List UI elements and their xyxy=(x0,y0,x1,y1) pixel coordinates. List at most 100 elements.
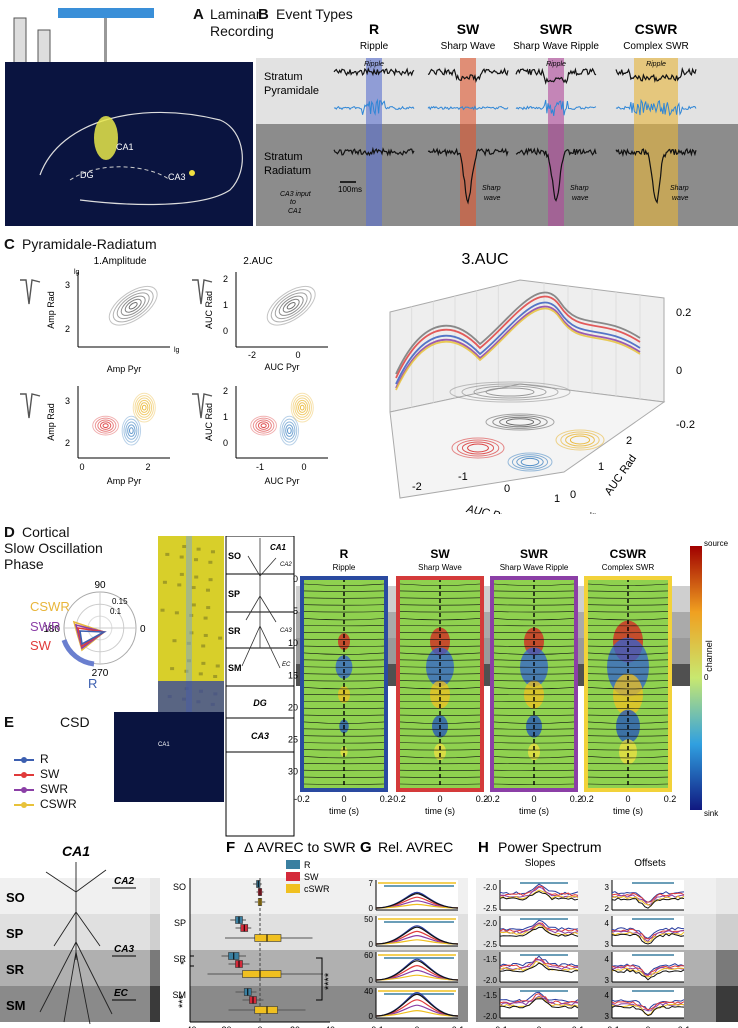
probe-in-histology xyxy=(186,536,192,718)
legend-swatch-CSWR xyxy=(14,801,34,808)
legend-swatch-SW xyxy=(14,771,34,778)
csd-trace-R-7 xyxy=(303,631,385,634)
polar-rose-1 xyxy=(74,623,106,650)
csd-trace-R-15 xyxy=(303,687,385,690)
csd-title-R: R xyxy=(340,547,349,561)
radiatum-trace-SWR xyxy=(515,147,597,202)
h-curve-0-2-0 xyxy=(499,955,579,967)
csd-trace-CSWR-20 xyxy=(587,721,669,724)
csd-trace-SWR-22 xyxy=(493,735,575,737)
channel-tick-1: 5 xyxy=(293,606,298,616)
neuron-layer-SM: SM xyxy=(6,998,26,1013)
g-plot-bg-0 xyxy=(376,880,458,910)
ripple-label-CSWR: Ripple xyxy=(646,61,666,68)
panel-h-title: Power Spectrum xyxy=(498,842,601,855)
csd-time-label-R: time (s) xyxy=(329,806,359,816)
h-curve-1-3-3 xyxy=(611,1003,685,1016)
panel-d-letter: D xyxy=(4,524,15,541)
g-curve-1-4 xyxy=(375,926,459,945)
g-ytick-top-1: 50 xyxy=(364,915,373,924)
auc-ytick-0: 0 xyxy=(223,326,228,336)
label-radiatum: Radiatum xyxy=(264,165,311,177)
histology-speck-6 xyxy=(194,575,199,579)
layer-label-DG: DG xyxy=(253,698,267,708)
csd-spot-R-4 xyxy=(340,746,348,757)
f-xtick-1: -20 xyxy=(218,1025,231,1028)
h-ytick-bot-0-2: -2.0 xyxy=(483,976,497,985)
lg-label-2: lg xyxy=(174,347,180,354)
pyramidale-trace-R xyxy=(333,67,415,77)
event-highlight-R xyxy=(366,58,382,226)
pyramidale-trace-SW xyxy=(427,67,509,83)
auc-xtick-0: 0 xyxy=(295,350,300,360)
marginal-curve-1 xyxy=(395,305,641,389)
csd-trace-R-22 xyxy=(303,735,385,737)
pyramidale-trace-SWR xyxy=(515,67,597,85)
csd-trace-CSWR-11 xyxy=(587,659,669,661)
floor-contour-4-0 xyxy=(555,429,605,451)
auc-density-events-contour-1-1 xyxy=(281,418,298,443)
channel-tick-4: 20 xyxy=(288,702,298,712)
event-abbr-SWR: SWR xyxy=(540,24,573,37)
csd-trace-CSWR-5 xyxy=(587,618,669,621)
ripple-label-SWR: Ripple xyxy=(546,61,566,68)
h-ytick-bot-1-3: 3 xyxy=(605,1012,610,1021)
g-curve-3-3 xyxy=(375,1009,459,1017)
neuron-layer-SP: SP xyxy=(6,926,24,941)
amp-ytick-3: 3 xyxy=(65,280,70,290)
csd-time-tick-SWR-2: 0.2 xyxy=(570,794,583,804)
histology-speck-23 xyxy=(174,611,179,615)
g-curve-2-1 xyxy=(375,964,459,981)
amp2-ylabel: Amp Rad xyxy=(46,403,56,441)
histology-speck-19 xyxy=(165,552,170,556)
csd-trace-CSWR-23 xyxy=(587,742,669,744)
overview-ca1: CA1 xyxy=(158,742,170,748)
panel-g-title: Rel. AVREC xyxy=(378,842,453,855)
histology-speck-34 xyxy=(201,644,206,648)
csd-trace-SW-10 xyxy=(399,652,481,655)
y3-tick-1: 1 xyxy=(598,461,604,473)
marginal-curve-4 xyxy=(395,291,641,375)
csd-trace-SWR-20 xyxy=(493,721,575,724)
f-legend-swatch-cSWR xyxy=(286,884,300,893)
csd-trace-R-2 xyxy=(303,597,385,599)
csd-trace-SWR-21 xyxy=(493,728,575,730)
ca-outline xyxy=(39,111,243,206)
g-ytick-top-0: 7 xyxy=(369,879,374,888)
y3-label: AUC Rad xyxy=(603,453,639,498)
wave-label-SWR: wave xyxy=(572,195,588,202)
z-tick-0: 0.2 xyxy=(676,307,691,319)
csd-trace-SW-12 xyxy=(399,666,481,668)
histology-speck-10 xyxy=(203,633,208,637)
csd-trace-CSWR-12 xyxy=(587,666,669,668)
h-curve-1-3-2 xyxy=(611,1002,685,1012)
csd-trace-CSWR-3 xyxy=(587,604,669,606)
csd-time-label-SWR: time (s) xyxy=(519,806,549,816)
floor-contour-0-1 xyxy=(461,383,559,401)
csd-frame-R xyxy=(300,576,388,792)
g-curve-3-4 xyxy=(375,993,459,1017)
auc-density-grey-contour-0-4 xyxy=(282,298,300,313)
f-layer-SP: SP xyxy=(174,918,186,928)
channel-tick-5: 25 xyxy=(288,735,298,745)
panel-e-letter: E xyxy=(4,714,15,731)
floor-contour-4-1 xyxy=(560,431,600,449)
csd-trace-CSWR-2 xyxy=(587,597,669,599)
z-tick-1: 0 xyxy=(676,365,682,377)
csd-time-tick-CSWR-0: -0.2 xyxy=(578,794,594,804)
csd-trace-SWR-25 xyxy=(493,756,575,759)
csd-trace-SWR-1 xyxy=(493,590,575,592)
panel-d-title-line3: Phase xyxy=(4,556,44,572)
csd-trace-SWR-3 xyxy=(493,604,575,606)
legend-swatch-SWR xyxy=(14,786,34,793)
polar-label-270: 270 xyxy=(92,668,109,679)
neuron-input-EC: EC xyxy=(114,988,129,999)
amp-density-events-contour-2-5 xyxy=(141,404,147,411)
csd-trace-SW-22 xyxy=(399,735,481,737)
g-ytick-top-3: 40 xyxy=(364,987,373,996)
csd-trace-CSWR-21 xyxy=(587,728,669,730)
g-curve-2-4 xyxy=(375,960,459,981)
csd-subtitle-SWR: Sharp Wave Ripple xyxy=(500,563,569,572)
histology-speck-22 xyxy=(172,639,177,643)
